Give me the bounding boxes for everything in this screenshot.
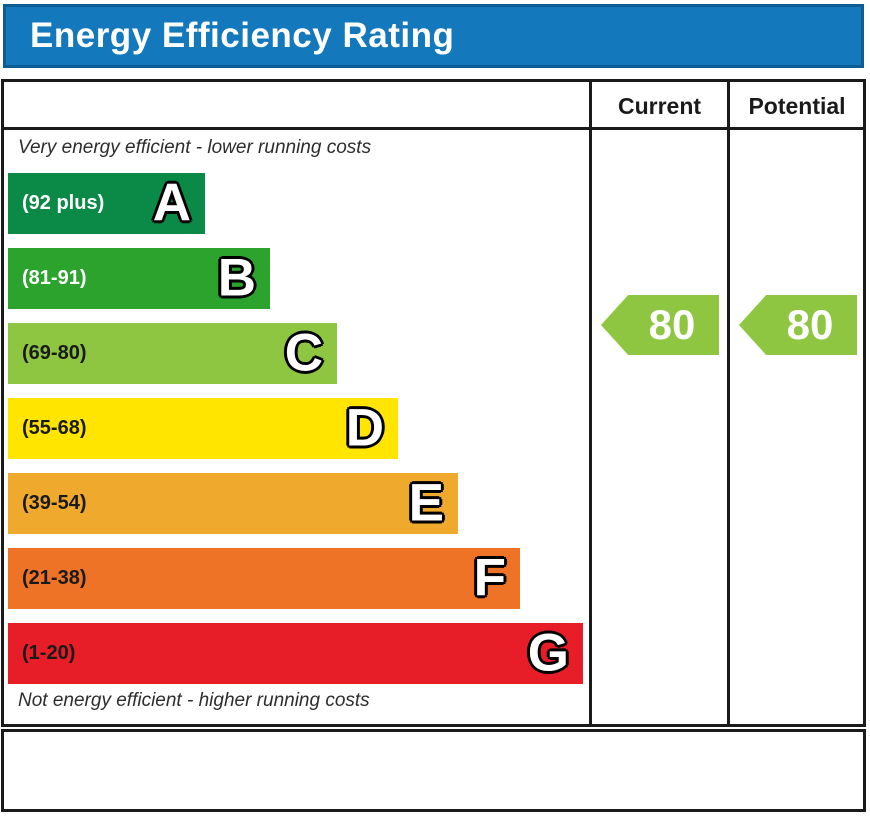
band-c-range-label: (69-80)	[22, 342, 87, 364]
band-e-range-label: (39-54)	[22, 492, 87, 514]
band-a-range-label: (92 plus)	[22, 192, 105, 214]
page-title: Energy Efficiency Rating	[30, 16, 455, 55]
current-rating-arrow: 80	[601, 295, 719, 355]
band-f-letter: F	[473, 547, 506, 607]
band-g-letter: G	[527, 622, 569, 682]
potential-rating-arrow: 80	[739, 295, 857, 355]
band-d: (55-68) D	[8, 398, 398, 459]
potential-column-header: Potential	[748, 92, 846, 119]
column-divider-right	[727, 82, 730, 724]
band-g: (1-20) G	[8, 623, 583, 684]
band-a-letter: A	[152, 172, 191, 232]
band-e-letter: E	[408, 472, 444, 532]
band-f-range-label: (21-38)	[22, 567, 87, 589]
band-d-range-label: (55-68)	[22, 417, 87, 439]
potential-rating-value: 80	[786, 301, 834, 348]
column-divider-left	[589, 82, 592, 724]
band-c-letter: C	[284, 322, 323, 382]
title-bar: Energy Efficiency Rating	[3, 4, 864, 68]
header-underline	[1, 127, 866, 130]
bottom-note: Not energy efficient - higher running co…	[18, 690, 370, 711]
band-c: (69-80) C	[8, 323, 337, 384]
band-g-range-label: (1-20)	[22, 642, 76, 664]
band-b-letter: B	[217, 247, 256, 307]
footer-bar: England & Wales EU Directive 2002/91/EC …	[1, 729, 866, 812]
band-b-range-label: (81-91)	[22, 267, 87, 289]
band-d-letter: D	[345, 397, 384, 457]
current-column-header: Current	[617, 92, 702, 119]
band-f: (21-38) F	[8, 548, 520, 609]
band-e: (39-54) E	[8, 473, 458, 534]
band-a: (92 plus) A	[8, 173, 205, 234]
band-b: (81-91) B	[8, 248, 270, 309]
current-rating-value: 80	[648, 301, 696, 348]
top-note: Very energy efficient - lower running co…	[18, 137, 372, 158]
